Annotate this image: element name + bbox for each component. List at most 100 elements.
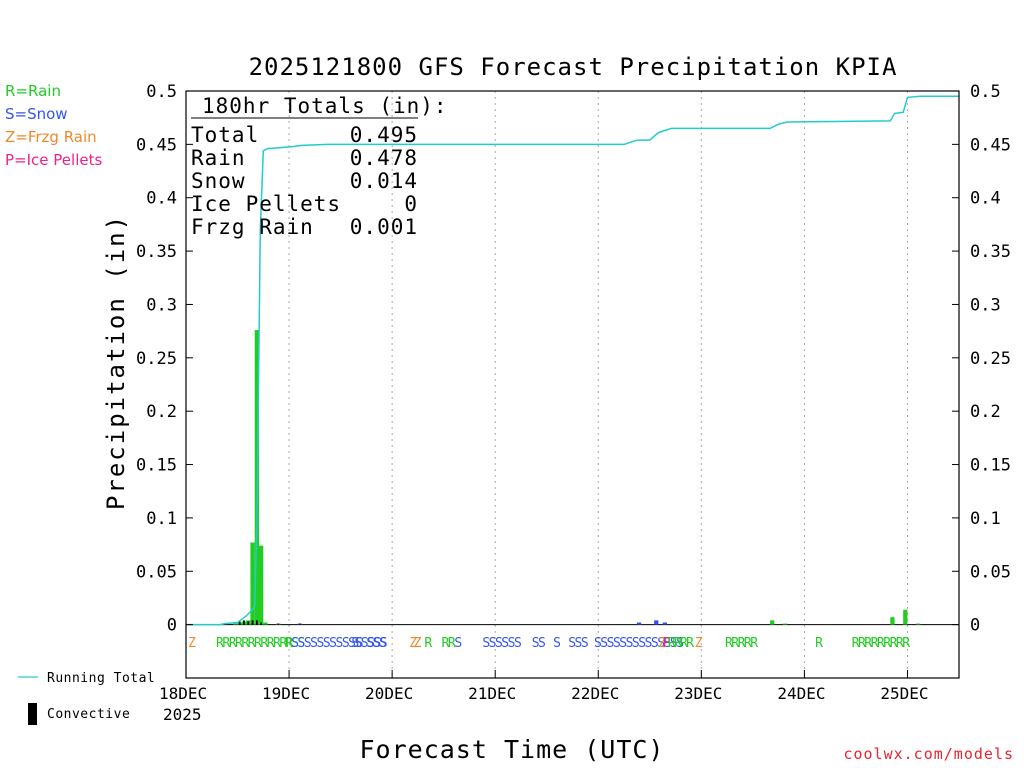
convective-bars (238, 620, 301, 625)
y-tick-label-left: 0.15 (136, 456, 177, 476)
y-tick-label-right: 0.1 (970, 509, 1001, 529)
totals-row-label: Ice Pellets (191, 192, 341, 216)
type-legend-item: S=Snow (5, 105, 68, 123)
x-tick-label: 19DEC (262, 684, 310, 703)
convective-bar (243, 620, 245, 625)
gridlines (186, 91, 959, 678)
convective-bar (298, 623, 301, 625)
y-tick-label-right: 0.5 (970, 82, 1001, 102)
x-tick-label: 18DEC (159, 684, 207, 703)
type-marker: S (454, 636, 461, 651)
type-marker: SSSSSSSSSSSSSSS (291, 636, 387, 651)
type-marker: S (356, 636, 363, 651)
type-marker: SSS (366, 636, 386, 651)
x-tick-label: 20DEC (365, 684, 413, 703)
y-tick-label-left: 0.05 (136, 562, 177, 582)
plot-frame (185, 90, 960, 679)
convective-bar (277, 623, 280, 625)
precip-bar (770, 620, 775, 625)
convective-bar (238, 621, 241, 625)
type-marker: S (351, 636, 358, 651)
precip-bar (259, 545, 264, 625)
x-tick-label: 23DEC (674, 684, 722, 703)
y-tick-label-right: 0.3 (970, 295, 1001, 315)
type-marker: RRRRRRRRR (852, 636, 911, 651)
x-tick-label: 22DEC (571, 684, 619, 703)
y-tick-label-left: 0.4 (146, 189, 177, 209)
y-tick-label-right: 0.4 (970, 189, 1001, 209)
y-axis-right-ticks: 0 0.05 0.1 0.15 0.2 0.25 0.3 0.35 0.4 0.45 0.5 (952, 82, 1011, 636)
totals-row-label: Snow (191, 169, 246, 193)
y-tick-label-right: 0.25 (970, 349, 1011, 369)
type-marker: Z (695, 636, 703, 651)
y-tick-label-left: 0.45 (136, 135, 177, 155)
type-marker: R (815, 636, 823, 651)
y-tick-label-left: 0.35 (136, 242, 177, 262)
y-tick-label-left: 0.25 (136, 349, 177, 369)
type-marker: RR (442, 636, 456, 651)
type-marker: Z (409, 636, 417, 651)
type-marker: SS (532, 636, 545, 651)
chart-title: 2025121800 GFS Forecast Precipitation KP… (249, 53, 898, 81)
credit-link[interactable]: coolwx.com/models (843, 745, 1014, 763)
y-tick-label-right: 0.35 (970, 242, 1011, 262)
y-tick-label-right: 0.05 (970, 562, 1011, 582)
y-tick-label-right: 0 (970, 616, 980, 636)
convective-bar (247, 621, 250, 625)
totals-box: 180hr Totals (in): Total 0.495 Rain 0.478 Sno… (191, 94, 448, 239)
type-marker: R (424, 636, 432, 651)
x-tick-year: 2025 (163, 705, 202, 724)
precip-bars (220, 330, 921, 625)
type-marker: SSSSSS (482, 636, 521, 651)
totals-row-label: Total (191, 123, 259, 147)
y-tick-label-left: 0.3 (146, 295, 177, 315)
totals-row-value: 0.495 (350, 123, 418, 147)
series-legend: Running Total Convective (18, 671, 155, 725)
precip-bar (233, 623, 238, 625)
y-tick-label-right: 0.15 (970, 456, 1011, 476)
type-marker: RR (668, 636, 682, 651)
y-tick-label-right: 0.45 (970, 135, 1011, 155)
precip-bar (250, 542, 255, 625)
type-marker: SSSSSSSSSSSSSS (594, 636, 683, 651)
x-axis-label: Forecast Time (UTC) (360, 735, 665, 764)
y-axis-label: Precipitation (in) (102, 214, 130, 510)
type-marker: RRRRRRRRRRRR (216, 636, 294, 651)
convective-bar (260, 622, 263, 625)
type-legend-item: R=Rain (5, 82, 61, 100)
totals-row-value: 0.014 (350, 169, 418, 193)
type-marker: S (553, 636, 560, 651)
precip-bar (782, 623, 788, 625)
y-tick-label-left: 0 (167, 616, 177, 636)
y-tick-label-left: 0.5 (146, 82, 177, 102)
type-legend-item: P=Ice Pellets (5, 151, 103, 169)
convective-bar (251, 620, 254, 625)
precip-bar (662, 622, 667, 625)
totals-heading: 180hr Totals (in): (202, 94, 448, 118)
totals-row-value: 0.001 (350, 215, 418, 239)
x-tick-label: 25DEC (880, 684, 928, 703)
y-axis-left-ticks: 0 0.05 0.1 0.15 0.2 0.25 0.3 0.35 0.4 0.45 0.5 (136, 82, 193, 636)
type-marker: SSS (568, 636, 588, 651)
precip-bar (636, 622, 642, 625)
x-axis-ticks: 18DEC 2025 19DEC 20DEC 21DEC 22DEC 23DEC 24DEC 2… (159, 670, 929, 724)
precip-bar (890, 617, 895, 625)
type-marker: RSS (285, 636, 305, 651)
type-marker: Z (414, 636, 422, 651)
type-marker: Z (658, 636, 666, 651)
legend-series-label: Convective (47, 707, 130, 722)
legend-series-label: Running Total (47, 671, 155, 686)
type-marker: Z (188, 636, 196, 651)
plot-border (185, 90, 960, 679)
type-legend-item: Z=Frzg Rain (5, 128, 97, 146)
totals-row-value: 0.478 (350, 146, 418, 170)
y-tick-label-left: 0.1 (146, 509, 177, 529)
convective-bar (255, 620, 258, 625)
precip-bar (654, 620, 659, 625)
totals-row-value: 0 (404, 192, 418, 216)
type-marker: P (663, 636, 671, 651)
running-total-line (186, 95, 959, 626)
legend-bar-swatch (28, 703, 37, 725)
totals-row-label: Frzg Rain (191, 215, 314, 239)
